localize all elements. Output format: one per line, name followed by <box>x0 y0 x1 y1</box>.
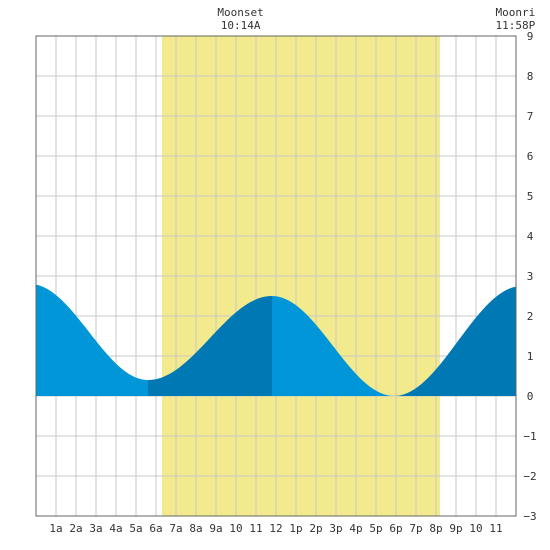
y-tick-label: 7 <box>527 110 534 123</box>
x-tick-label: 9p <box>449 522 462 535</box>
x-tick-label: 11 <box>249 522 262 535</box>
x-tick-label: 11 <box>489 522 502 535</box>
tide-layer <box>36 284 516 396</box>
x-tick-label: 1p <box>289 522 302 535</box>
y-tick-label: 8 <box>527 70 534 83</box>
y-tick-label: 9 <box>527 30 534 43</box>
x-tick-label: 7p <box>409 522 422 535</box>
tide-area-falling <box>272 296 394 396</box>
x-tick-label: 1a <box>49 522 62 535</box>
x-tick-labels: 1a 2a 3a 4a 5a 6a 7a 8a 9a 10 11 12 1p 2p 3p 4p 5p 6p 7p 8p… <box>49 522 502 535</box>
y-tick-label: 2 <box>527 310 534 323</box>
x-tick-label: 8a <box>189 522 202 535</box>
x-tick-label: 12 <box>269 522 282 535</box>
y-tick-label: −2 <box>523 470 536 483</box>
moon-annotation-time: 11:58P <box>496 19 536 32</box>
y-tick-label: 3 <box>527 270 534 283</box>
x-tick-label: 4p <box>349 522 362 535</box>
x-tick-label: 6a <box>149 522 162 535</box>
moon-annotation-time: 10:14A <box>221 19 261 32</box>
x-tick-label: 8p <box>429 522 442 535</box>
y-tick-label: 1 <box>527 350 534 363</box>
y-tick-label: −1 <box>523 430 536 443</box>
y-tick-label: −3 <box>523 510 536 523</box>
y-tick-label: 4 <box>527 230 534 243</box>
y-tick-label: 0 <box>527 390 534 403</box>
tide-area-rising <box>148 296 272 396</box>
x-tick-label: 5a <box>129 522 142 535</box>
x-tick-label: 7a <box>169 522 182 535</box>
moon-annotation-label: Moonri <box>496 6 536 19</box>
tide-area-falling <box>36 284 148 396</box>
x-tick-label: 9a <box>209 522 222 535</box>
y-tick-labels: −3 −2 −1 0 1 2 3 4 5 6 7 8 9 <box>523 30 536 523</box>
x-tick-label: 4a <box>109 522 122 535</box>
x-tick-label: 3p <box>329 522 342 535</box>
y-tick-label: 6 <box>527 150 534 163</box>
tide-area-rising <box>394 286 516 396</box>
x-tick-label: 6p <box>389 522 402 535</box>
x-tick-label: 2p <box>309 522 322 535</box>
x-tick-label: 10 <box>469 522 482 535</box>
grid-layer <box>36 36 516 516</box>
moon-annotation-label: Moonset <box>217 6 263 19</box>
x-tick-label: 10 <box>229 522 242 535</box>
x-tick-label: 3a <box>89 522 102 535</box>
y-tick-label: 5 <box>527 190 534 203</box>
plot-frame <box>35 35 517 517</box>
x-tick-label: 5p <box>369 522 382 535</box>
x-tick-label: 2a <box>69 522 82 535</box>
